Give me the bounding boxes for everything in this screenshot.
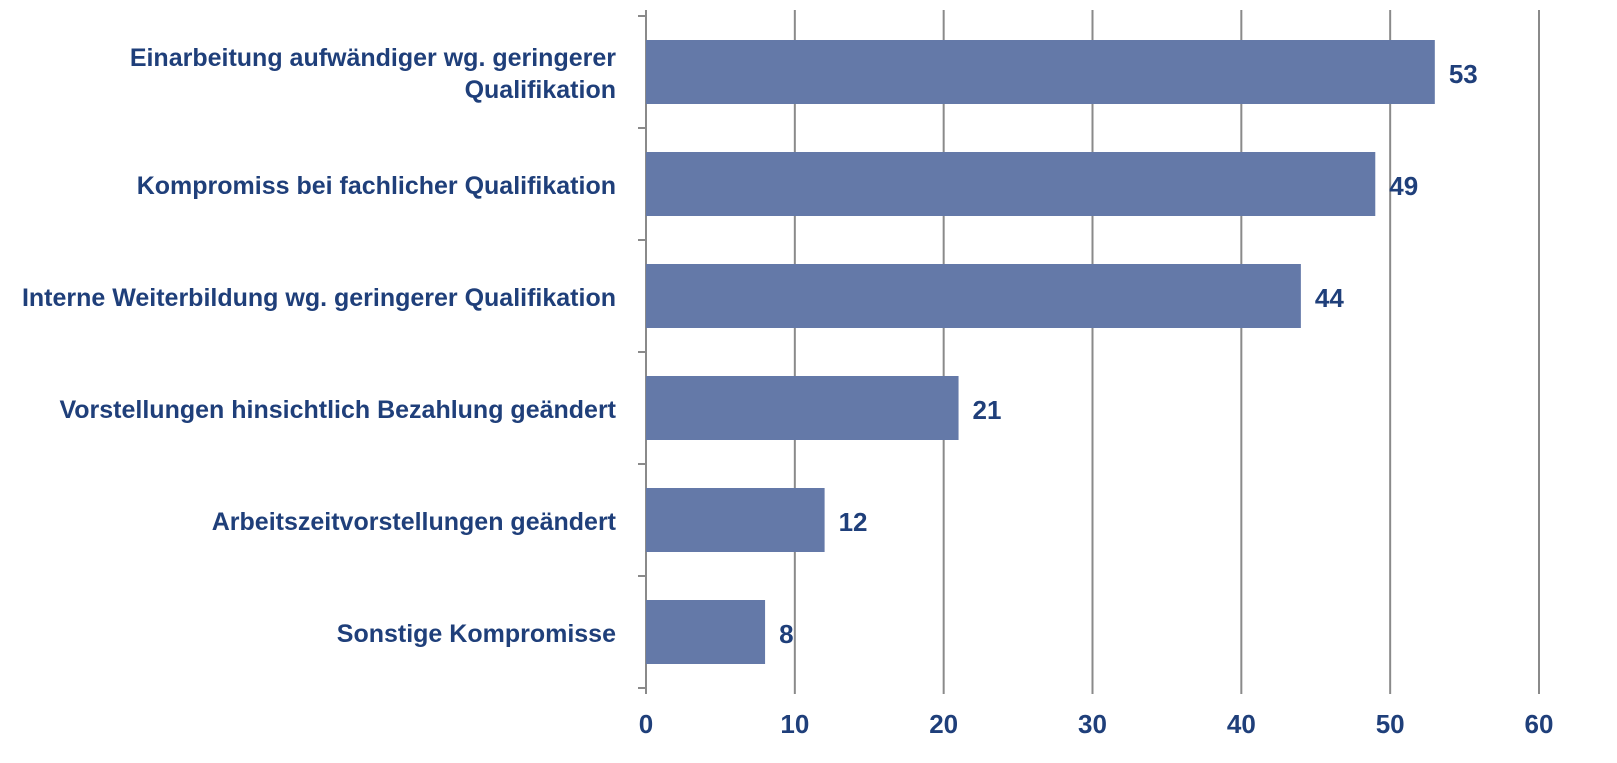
data-label: 21: [973, 395, 1002, 425]
category-label: Interne Weiterbildung wg. geringerer Qua…: [21, 284, 616, 312]
data-label: 44: [1315, 283, 1344, 313]
bar: [646, 600, 766, 664]
category-label: Vorstellungen hinsichtlich Bezahlung geä…: [59, 396, 616, 424]
data-label: 49: [1389, 171, 1418, 201]
bar: [646, 488, 825, 552]
bar: [646, 152, 1376, 216]
category-label: Sonstige Kompromisse: [336, 620, 616, 648]
x-tick-label: 60: [1525, 709, 1554, 739]
data-label: 8: [779, 619, 793, 649]
x-tick-label: 0: [639, 709, 653, 739]
bar: [646, 40, 1435, 104]
bar: [646, 264, 1301, 328]
x-tick-label: 10: [780, 709, 809, 739]
bar: [646, 376, 959, 440]
data-label: 12: [839, 507, 868, 537]
x-tick-label: 20: [929, 709, 958, 739]
x-tick-label: 30: [1078, 709, 1107, 739]
category-label: Kompromiss bei fachlicher Qualifikation: [136, 172, 616, 200]
category-label: Einarbeitung aufwändiger wg. geringerer …: [129, 44, 616, 104]
x-tick-label: 40: [1227, 709, 1256, 739]
data-label: 53: [1449, 59, 1478, 89]
x-tick-label: 50: [1376, 709, 1405, 739]
category-label: Arbeitszeitvorstellungen geändert: [211, 508, 616, 536]
